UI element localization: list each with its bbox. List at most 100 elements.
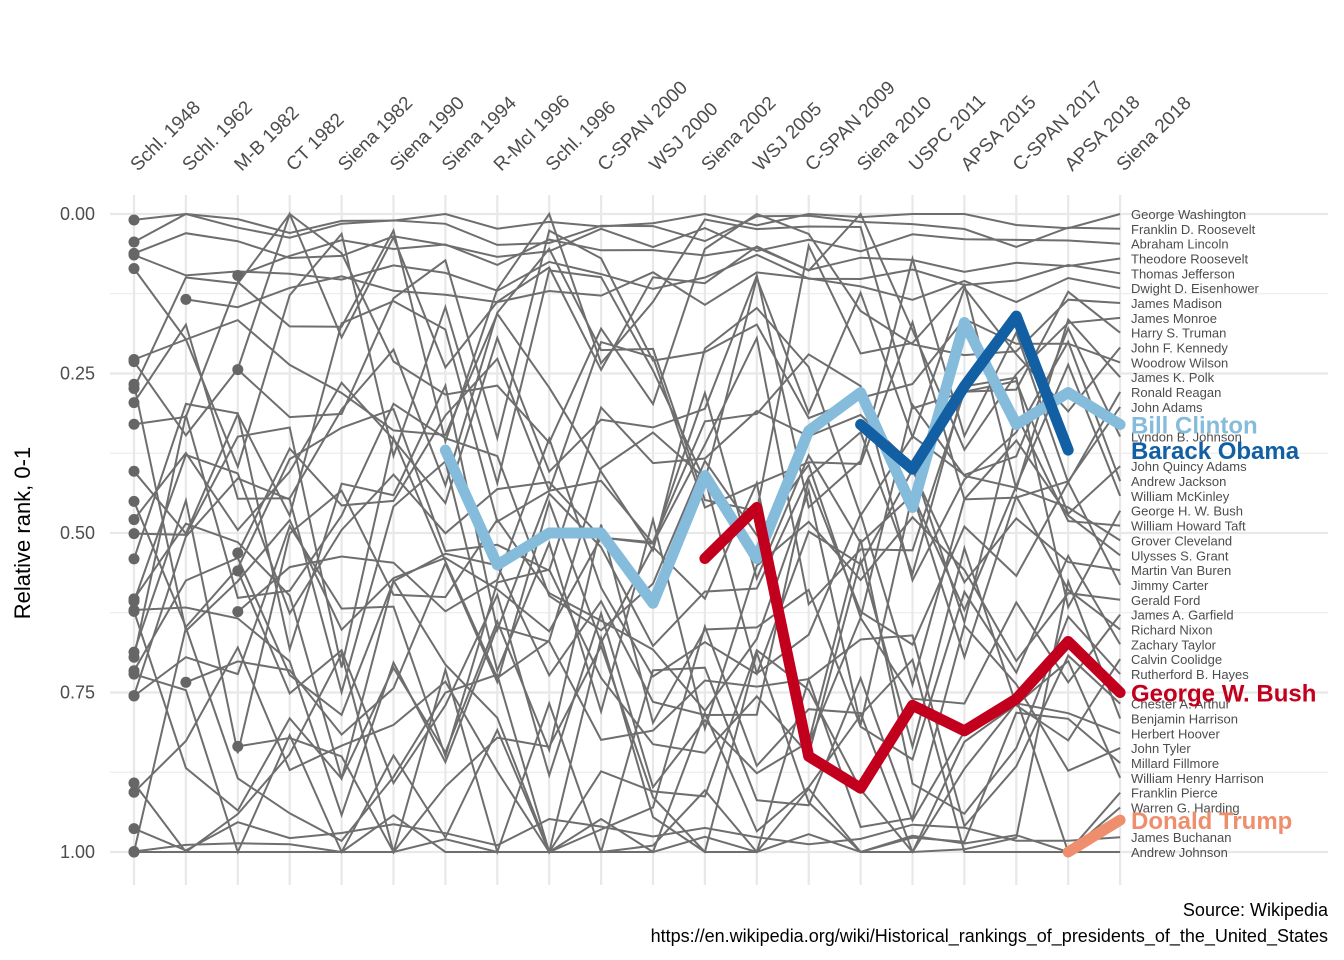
x-tick-label: C-SPAN 2017 xyxy=(1009,77,1107,175)
president-label: Martin Van Buren xyxy=(1131,563,1231,578)
president-line xyxy=(133,227,1121,260)
president-label: James Buchanan xyxy=(1131,830,1231,845)
president-label: Richard Nixon xyxy=(1131,622,1213,637)
president-line xyxy=(133,657,1121,855)
president-label: Millard Fillmore xyxy=(1131,756,1219,771)
president-label: Calvin Coolidge xyxy=(1131,652,1222,667)
start-point xyxy=(128,553,140,565)
start-point xyxy=(128,495,140,507)
highlight-line-george-w-bush xyxy=(699,502,1126,794)
y-tick-label: 1.00 xyxy=(60,842,95,862)
start-point xyxy=(232,606,244,618)
president-line xyxy=(133,817,1121,852)
president-line xyxy=(133,666,1121,854)
y-tick-label: 0.75 xyxy=(60,683,95,703)
president-label: James A. Garfield xyxy=(1131,608,1234,623)
president-label: Abraham Lincoln xyxy=(1131,237,1229,252)
president-line xyxy=(133,523,1121,760)
start-point xyxy=(128,249,140,261)
start-point xyxy=(128,593,140,605)
start-point xyxy=(128,528,140,540)
president-label: Grover Cleveland xyxy=(1131,533,1232,548)
start-point xyxy=(128,823,140,835)
president-line xyxy=(133,577,1122,854)
president-label: Ronald Reagan xyxy=(1131,385,1221,400)
president-label: Warren G. Harding xyxy=(1131,800,1240,815)
president-line xyxy=(236,334,1121,607)
president-label: Thomas Jefferson xyxy=(1131,266,1235,281)
start-point xyxy=(128,378,140,390)
x-tick-label: C-SPAN 2009 xyxy=(801,77,899,175)
president-line xyxy=(133,486,1121,754)
start-point xyxy=(232,547,244,559)
caption-url: https://en.wikipedia.org/wiki/Historical… xyxy=(651,926,1328,947)
president-label: John Adams xyxy=(1131,400,1203,415)
president-line xyxy=(133,231,1121,488)
president-line xyxy=(133,426,1121,689)
start-point xyxy=(128,646,140,658)
president-line xyxy=(133,634,1121,855)
start-point xyxy=(128,786,140,798)
highlight-line-bill-clinton xyxy=(439,317,1126,609)
caption-source: Source: Wikipedia xyxy=(1183,900,1329,920)
start-point xyxy=(128,263,140,275)
start-point xyxy=(128,397,140,409)
president-label: William McKinley xyxy=(1131,489,1230,504)
y-axis-tick-labels: 0.00 0.25 0.50 0.75 1.00 xyxy=(60,204,95,862)
president-line xyxy=(185,479,1121,748)
y-tick-label: 0.00 xyxy=(60,204,95,224)
president-line xyxy=(185,271,1121,309)
highlight-line-barack-obama xyxy=(855,310,1074,475)
highlighted-president-lines xyxy=(439,310,1126,858)
president-label: Dwight D. Eisenhower xyxy=(1131,281,1260,296)
president-label: Andrew Johnson xyxy=(1131,845,1228,860)
president-label: Theodore Roosevelt xyxy=(1131,252,1248,267)
highlight-line-donald-trump xyxy=(1062,814,1126,858)
president-line xyxy=(133,522,1121,781)
president-label: Chester A. Arthur xyxy=(1131,697,1231,712)
president-line xyxy=(133,402,1121,658)
president-label: Harry S. Truman xyxy=(1131,326,1226,341)
president-line xyxy=(237,659,1122,856)
start-point xyxy=(128,605,140,617)
start-point xyxy=(128,418,140,430)
start-point xyxy=(128,236,140,248)
start-point xyxy=(232,565,244,577)
president-label: Franklin D. Roosevelt xyxy=(1131,222,1256,237)
president-label: George Washington xyxy=(1131,207,1246,222)
start-point xyxy=(128,465,140,477)
president-line xyxy=(133,405,1121,629)
president-label: James Madison xyxy=(1131,296,1222,311)
president-label: John F. Kennedy xyxy=(1131,341,1228,356)
start-point xyxy=(232,740,244,752)
start-point xyxy=(128,845,140,857)
president-label: Lyndon B. Johnson xyxy=(1131,430,1242,445)
president-line xyxy=(134,623,1121,855)
president-label: Herbert Hoover xyxy=(1131,726,1221,741)
highlight-label: Donald Trump xyxy=(1131,808,1292,835)
start-point xyxy=(180,293,192,305)
president-label: George H. W. Bush xyxy=(1131,504,1243,519)
highlight-label: Barack Obama xyxy=(1131,438,1300,465)
start-point xyxy=(128,690,140,702)
president-line xyxy=(133,833,1121,854)
highlight-label: George W. Bush xyxy=(1131,681,1316,708)
president-label: Ulysses S. Grant xyxy=(1131,548,1229,563)
president-line xyxy=(237,238,1121,277)
president-label: Gerald Ford xyxy=(1131,593,1200,608)
start-point xyxy=(128,777,140,789)
president-line xyxy=(237,229,1121,442)
y-tick-label: 0.50 xyxy=(60,523,95,543)
president-line xyxy=(133,253,1121,292)
president-label: Jimmy Carter xyxy=(1131,578,1209,593)
president-label: William Howard Taft xyxy=(1131,519,1246,534)
president-label: Rutherford B. Hayes xyxy=(1131,667,1249,682)
start-point xyxy=(128,514,140,526)
president-label: Andrew Jackson xyxy=(1131,474,1226,489)
start-point xyxy=(232,270,244,282)
president-label: Zachary Taylor xyxy=(1131,637,1217,652)
